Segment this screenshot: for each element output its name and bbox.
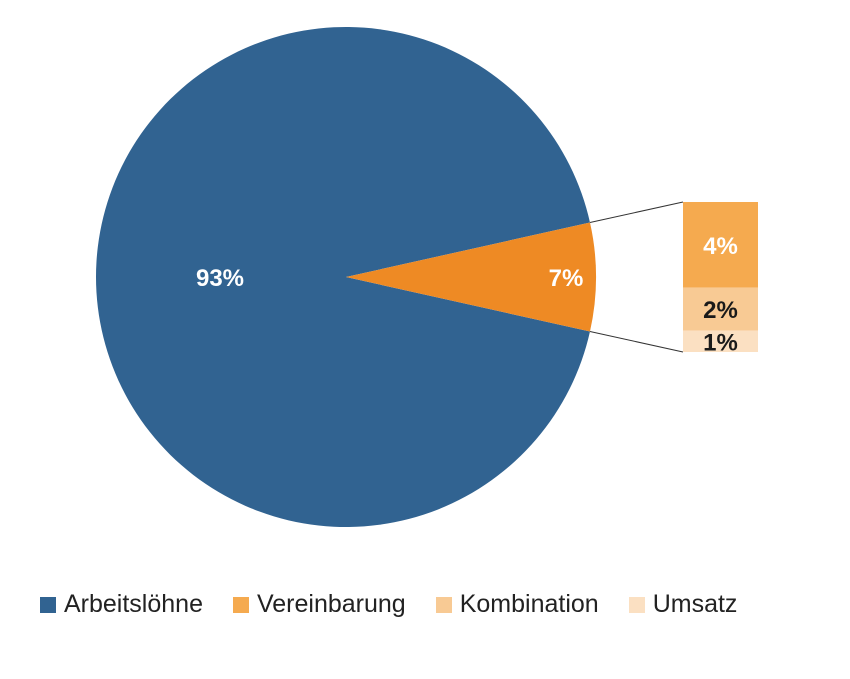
connector-line-bottom (589, 331, 684, 353)
pie-slice-sonstige (346, 222, 596, 332)
legend-swatch-umsatz (628, 596, 645, 613)
bar-label-kombination: 2% (703, 297, 738, 324)
pie-label-sonstige: 7% (549, 265, 584, 292)
bar-segment-vereinbarung (683, 202, 758, 288)
pie-label-arbeitsloehne: 93% (196, 265, 244, 292)
legend-label-umsatz: Umsatz (652, 590, 738, 618)
legend-item-arbeitsloehne: Arbeitslöhne (40, 590, 203, 619)
bar-label-umsatz: 1% (703, 329, 738, 356)
bar-segment-umsatz (683, 330, 758, 352)
legend-label-vereinbarung: Vereinbarung (256, 590, 406, 618)
legend-label-arbeitsloehne: Arbeitslöhne (64, 590, 203, 618)
stacked-bar: 4% 2% 1% (683, 202, 758, 356)
legend-item-umsatz: Umsatz (628, 590, 738, 619)
legend-item-kombination: Kombination (435, 590, 599, 619)
bar-label-vereinbarung: 4% (703, 233, 738, 260)
pie-group: 93% 7% (96, 27, 596, 528)
bar-segment-kombination (683, 287, 758, 331)
pie-of-bar-chart: 93% 7% 4% 2% 1% (96, 27, 758, 528)
legend: Arbeitslöhne Vereinbarung Kombination Um… (40, 590, 737, 619)
legend-swatch-kombination (435, 596, 452, 613)
legend-swatch-arbeitsloehne (40, 596, 56, 613)
legend-item-vereinbarung: Vereinbarung (232, 590, 406, 619)
pie-slice-arbeitsloehne (96, 27, 590, 528)
legend-label-kombination: Kombination (459, 590, 599, 618)
connector-line-top (589, 201, 684, 223)
legend-swatch-vereinbarung (232, 596, 249, 613)
connector-lines (589, 201, 684, 353)
